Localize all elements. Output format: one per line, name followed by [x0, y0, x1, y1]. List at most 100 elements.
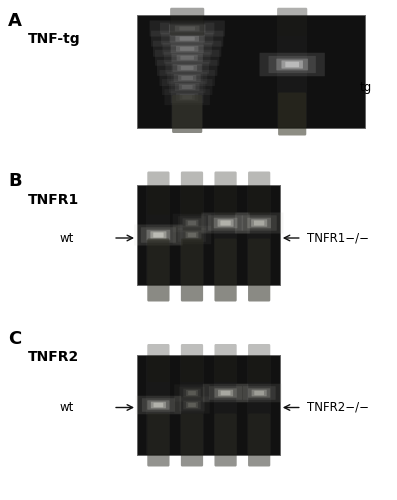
FancyBboxPatch shape [175, 83, 199, 91]
FancyBboxPatch shape [248, 344, 270, 382]
FancyBboxPatch shape [172, 64, 202, 72]
FancyBboxPatch shape [285, 62, 299, 67]
FancyBboxPatch shape [177, 55, 198, 60]
FancyBboxPatch shape [278, 92, 306, 136]
FancyBboxPatch shape [248, 238, 270, 302]
FancyBboxPatch shape [162, 79, 212, 95]
FancyBboxPatch shape [181, 66, 193, 70]
FancyBboxPatch shape [170, 34, 205, 42]
FancyBboxPatch shape [160, 22, 214, 34]
FancyBboxPatch shape [146, 186, 170, 284]
FancyBboxPatch shape [150, 20, 225, 36]
FancyBboxPatch shape [146, 230, 170, 240]
FancyBboxPatch shape [237, 384, 282, 402]
FancyBboxPatch shape [180, 56, 194, 60]
FancyBboxPatch shape [214, 344, 237, 382]
FancyBboxPatch shape [254, 391, 264, 395]
FancyBboxPatch shape [172, 95, 202, 133]
FancyBboxPatch shape [214, 356, 237, 454]
FancyBboxPatch shape [147, 172, 170, 214]
FancyBboxPatch shape [165, 62, 209, 74]
FancyBboxPatch shape [188, 403, 196, 407]
FancyBboxPatch shape [180, 47, 194, 51]
FancyBboxPatch shape [178, 216, 206, 230]
FancyBboxPatch shape [277, 16, 307, 126]
FancyBboxPatch shape [176, 93, 198, 101]
FancyBboxPatch shape [171, 44, 204, 53]
Text: A: A [8, 12, 22, 30]
FancyBboxPatch shape [281, 60, 303, 68]
Text: B: B [8, 172, 21, 190]
FancyBboxPatch shape [150, 232, 166, 238]
FancyBboxPatch shape [182, 85, 193, 89]
FancyBboxPatch shape [277, 8, 307, 36]
FancyBboxPatch shape [254, 220, 264, 226]
FancyBboxPatch shape [174, 384, 210, 402]
FancyBboxPatch shape [252, 390, 267, 396]
FancyBboxPatch shape [172, 54, 203, 62]
FancyBboxPatch shape [154, 403, 163, 407]
FancyBboxPatch shape [137, 15, 365, 128]
FancyBboxPatch shape [183, 400, 201, 409]
FancyBboxPatch shape [247, 186, 271, 284]
FancyBboxPatch shape [173, 226, 211, 244]
FancyBboxPatch shape [169, 81, 206, 93]
Text: C: C [8, 330, 21, 348]
Text: TNFR1−/−: TNFR1−/− [307, 232, 369, 244]
FancyBboxPatch shape [183, 230, 201, 239]
FancyBboxPatch shape [179, 26, 195, 30]
FancyBboxPatch shape [179, 36, 195, 40]
FancyBboxPatch shape [186, 390, 198, 396]
FancyBboxPatch shape [147, 238, 170, 302]
FancyBboxPatch shape [247, 356, 271, 454]
FancyBboxPatch shape [243, 386, 276, 400]
FancyBboxPatch shape [203, 384, 248, 402]
FancyBboxPatch shape [134, 224, 183, 246]
Text: TNFR1: TNFR1 [28, 192, 79, 206]
FancyBboxPatch shape [173, 214, 211, 232]
FancyBboxPatch shape [188, 220, 196, 225]
FancyBboxPatch shape [260, 52, 325, 76]
FancyBboxPatch shape [153, 232, 164, 237]
FancyBboxPatch shape [164, 52, 210, 64]
FancyBboxPatch shape [175, 26, 199, 32]
FancyBboxPatch shape [214, 186, 237, 284]
FancyBboxPatch shape [179, 94, 195, 100]
FancyBboxPatch shape [188, 391, 196, 395]
FancyBboxPatch shape [209, 386, 242, 400]
FancyBboxPatch shape [151, 30, 223, 46]
FancyBboxPatch shape [182, 95, 192, 99]
FancyBboxPatch shape [180, 356, 204, 454]
FancyBboxPatch shape [147, 344, 170, 382]
FancyBboxPatch shape [178, 75, 196, 81]
FancyBboxPatch shape [176, 46, 198, 52]
FancyBboxPatch shape [218, 390, 233, 396]
FancyBboxPatch shape [146, 356, 170, 454]
FancyBboxPatch shape [181, 344, 203, 382]
FancyBboxPatch shape [161, 32, 213, 44]
FancyBboxPatch shape [214, 238, 237, 302]
FancyBboxPatch shape [214, 388, 237, 398]
Text: wt: wt [59, 232, 73, 244]
FancyBboxPatch shape [181, 172, 203, 214]
FancyBboxPatch shape [170, 8, 204, 36]
FancyBboxPatch shape [247, 218, 271, 228]
FancyBboxPatch shape [201, 212, 250, 234]
FancyBboxPatch shape [179, 398, 205, 411]
FancyBboxPatch shape [153, 41, 222, 56]
FancyBboxPatch shape [167, 72, 207, 84]
FancyBboxPatch shape [183, 218, 201, 228]
FancyBboxPatch shape [220, 220, 231, 226]
FancyBboxPatch shape [181, 238, 203, 302]
FancyBboxPatch shape [174, 74, 201, 82]
FancyBboxPatch shape [171, 91, 204, 103]
FancyBboxPatch shape [155, 50, 219, 66]
Text: wt: wt [59, 401, 73, 414]
FancyBboxPatch shape [147, 400, 170, 409]
FancyBboxPatch shape [186, 402, 198, 408]
FancyBboxPatch shape [179, 84, 195, 90]
FancyBboxPatch shape [181, 76, 193, 80]
FancyBboxPatch shape [142, 398, 175, 412]
FancyBboxPatch shape [183, 388, 201, 398]
FancyBboxPatch shape [214, 414, 237, 467]
